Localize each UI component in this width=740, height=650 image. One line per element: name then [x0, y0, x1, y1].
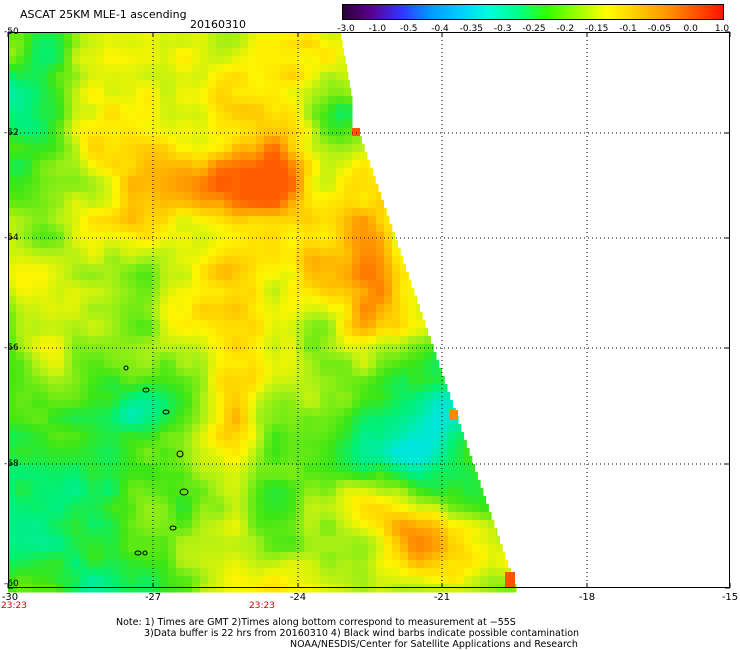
colorbar-border: [342, 4, 724, 20]
map-ticks: [7, 31, 731, 589]
island-outline: [169, 525, 177, 531]
colorbar-tick-label: -0.05: [647, 24, 671, 34]
lon-label-27: -27: [144, 592, 162, 603]
lon-label-21: -21: [433, 592, 451, 603]
island-outlines: [123, 365, 189, 556]
lon-label-15: -15: [721, 592, 739, 603]
lat-label-58: -58: [4, 459, 19, 469]
footer-note-2: 3)Data buffer is 22 hrs from 20160310 4)…: [144, 628, 580, 639]
colorbar-tick-label: -0.1: [619, 24, 637, 34]
island-outline: [176, 450, 184, 458]
colorbar-gradient: [342, 4, 724, 20]
lat-label-50: -50: [4, 27, 19, 37]
colorbar-tick-label: -0.3: [493, 24, 512, 34]
island-outline: [162, 409, 170, 415]
product-title: ASCAT 25KM MLE-1 ascending: [20, 8, 187, 21]
footer-note-1: Note: 1) Times are GMT 2)Times along bot…: [116, 617, 516, 628]
footer-credit: NOAA/NESDIS/Center for Satellite Applica…: [290, 639, 578, 650]
lat-label-54: -54: [4, 233, 19, 243]
colorbar-tick-label: 1.0: [714, 24, 730, 34]
map-frame: [8, 32, 730, 588]
colorbar-tick-label: -0.5: [399, 24, 418, 34]
colorbar-tick-label: -0.15: [585, 24, 609, 34]
colorbar-tick-label: -0.2: [556, 24, 575, 34]
lon-label-24: -24: [289, 592, 307, 603]
time-label-1: 23:23: [1, 601, 27, 611]
product-date: 20160310: [190, 18, 246, 31]
colorbar: [342, 4, 724, 20]
island-outline: [142, 550, 148, 556]
colorbar-tick-label: -0.25: [522, 24, 546, 34]
colorbar-tick-label: -0.35: [459, 24, 483, 34]
island-outline: [179, 488, 189, 496]
lon-label-18: -18: [578, 592, 596, 603]
colorbar-tick-label: 0.0: [683, 24, 698, 34]
graticule: [8, 32, 730, 588]
lat-label-60: -60: [4, 579, 19, 589]
island-outline: [142, 387, 150, 393]
edge-pixel: [450, 410, 458, 420]
island-outline: [134, 550, 142, 556]
wind-field: [8, 32, 517, 593]
lon-label-30: -30: [1, 592, 19, 603]
edge-pixel: [505, 572, 515, 588]
colorbar-tick-label: -1.0: [368, 24, 387, 34]
edge-pixel: [352, 128, 360, 136]
lat-label-56: -56: [4, 343, 19, 353]
island-outline: [123, 365, 129, 371]
time-label-2: 23:23: [249, 601, 275, 611]
colorbar-tick-label: -0.4: [431, 24, 449, 34]
lat-label-52: -52: [4, 128, 19, 138]
colorbar-tick-label: -3.0: [337, 24, 355, 34]
